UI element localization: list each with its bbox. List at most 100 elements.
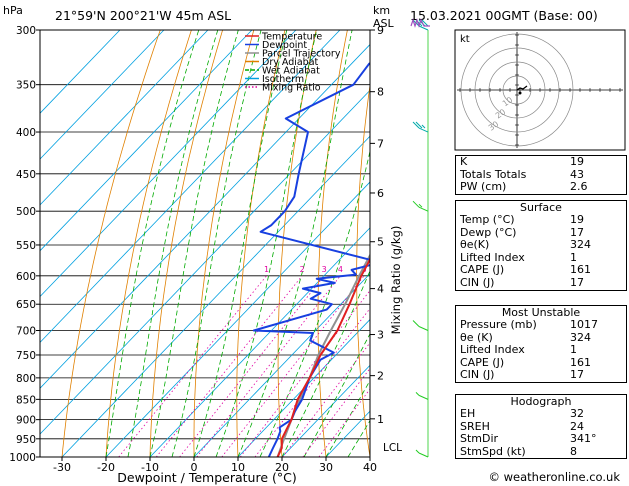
legend-entry: Mixing Ratio	[262, 83, 321, 94]
row-label: Dewp (°C)	[460, 225, 517, 239]
isotherm-line	[61, 135, 370, 457]
mixing-ratio-label: 4	[338, 265, 343, 274]
table-row: θe(K) 324	[456, 239, 626, 252]
pressure-tick-label: 400	[16, 127, 36, 139]
isotherm-line	[281, 364, 370, 457]
datetime-title: 15.03.2021 00GMT (Base: 00)	[410, 8, 598, 23]
legend-entry: Wet Adiabat	[262, 66, 320, 77]
pressure-tick-label: 900	[16, 415, 36, 427]
wind-barb-half-feather	[415, 449, 420, 454]
height-tick-label: 7	[377, 137, 384, 150]
dry-adiabat-line	[149, 30, 223, 457]
dry-adiabat-line	[430, 30, 458, 457]
temperature-line	[276, 257, 370, 457]
pressure-tick-label: 600	[16, 271, 36, 283]
wet-adiabat-line	[149, 30, 239, 457]
row-label: θe(K)	[460, 238, 490, 252]
table-row: PW (cm) 2.6	[456, 181, 626, 194]
row-label: EH	[460, 407, 476, 420]
indices-table: K 19 Totals Totals 43 PW (cm) 2.6	[455, 155, 627, 195]
mixing-ratio-label: 3	[322, 265, 327, 274]
storm-motion-marker	[518, 91, 522, 95]
wind-barb	[418, 25, 429, 31]
row-label: CIN (J)	[460, 368, 495, 382]
row-value: 324	[570, 238, 591, 252]
row-value: 1	[570, 250, 577, 264]
pressure-tick-label: 550	[16, 240, 36, 252]
hodograph-table-title: Hodograph	[510, 395, 572, 408]
table-row: SREH 24	[456, 419, 626, 434]
mixing-ratio-line	[155, 275, 303, 457]
table-row: θe (K) 324	[456, 330, 626, 345]
isotherm-line	[40, 30, 253, 252]
pressure-tick-label: 450	[16, 169, 36, 181]
mixing-ratio-line	[179, 275, 325, 457]
wind-barb-feather	[412, 121, 420, 129]
wind-barb-half-feather	[418, 203, 423, 208]
height-tick-label: 8	[377, 86, 384, 99]
parcel-trajectory-line	[276, 253, 370, 457]
table-row: Pressure (mb) 1017	[456, 318, 626, 332]
pressure-tick-label: 500	[16, 206, 36, 218]
isotherm-line	[40, 30, 165, 160]
lcl-label: LCL	[383, 442, 402, 454]
table-row: Lifted Index 1	[456, 250, 626, 265]
isotherm-line	[40, 30, 297, 298]
wet-adiabat-line	[259, 149, 370, 457]
row-value: 161	[570, 263, 591, 277]
table-row: StmSpd (kt) 8	[456, 445, 626, 459]
pressure-tick-label: 750	[16, 350, 36, 362]
pressure-tick-label: 350	[16, 80, 36, 92]
pressure-tick-label: 1000	[9, 452, 36, 464]
row-value: 1	[570, 343, 577, 357]
row-label: StmDir	[460, 432, 499, 446]
isotherm-line	[105, 181, 370, 457]
location-title: 21°59'N 200°21'W 45m ASL	[55, 8, 231, 23]
pressure-tick-label: 300	[16, 25, 36, 37]
row-label: θe (K)	[460, 330, 493, 344]
pressure-tick-label: 950	[16, 434, 36, 446]
row-value: 161	[570, 355, 591, 369]
wind-barb	[418, 206, 429, 212]
row-label: PW (cm)	[460, 180, 507, 194]
temperature-tick-label: 20	[275, 461, 289, 474]
wet-adiabat-line	[281, 269, 370, 457]
row-label: CAPE (J)	[460, 355, 505, 369]
most-unstable-title: Most Unstable	[501, 306, 581, 319]
wind-barb-feather	[412, 200, 420, 208]
mixing-ratio-line	[221, 275, 365, 457]
mixing-ratio-line	[196, 275, 341, 457]
dry-adiabat-line	[105, 30, 192, 457]
pressure-tick-label: 800	[16, 373, 36, 385]
table-row: K 19	[456, 155, 626, 169]
hodograph-ring	[502, 75, 532, 105]
table-row: CAPE (J) 161	[456, 264, 626, 277]
temperature-tick-label: 10	[231, 461, 245, 474]
dry-adiabat-line	[61, 30, 161, 457]
pressure-tick-label: 650	[16, 299, 36, 311]
row-value: 19	[570, 155, 584, 168]
row-label: SREH	[460, 419, 490, 433]
table-row: Temp (°C) 19	[456, 213, 626, 227]
row-value: 2.6	[570, 180, 588, 194]
axes-layer: 3003504004505005506006507007508008509009…	[9, 24, 384, 474]
row-label: Lifted Index	[460, 250, 525, 264]
isotherm-line	[193, 273, 370, 457]
legend-entry: Temperature	[261, 32, 322, 43]
mixing-ratio-label: 2	[300, 265, 305, 274]
wind-barb-feather	[421, 19, 429, 27]
wet-adiabat-line	[105, 30, 200, 457]
height-unit-label: km	[373, 4, 390, 17]
legend-entry: Isotherm	[262, 74, 304, 85]
credit-text: © weatheronline.co.uk	[488, 470, 620, 484]
hodograph-trace	[516, 85, 528, 91]
hodograph-ring	[474, 47, 560, 133]
mixing-ratio-line	[318, 388, 370, 457]
pressure-tick-label: 700	[16, 326, 36, 338]
row-value: 19	[570, 213, 584, 226]
isotherm-line	[40, 30, 341, 343]
surface-table: Surface Temp (°C) 19 Dewp (°C) 17 θe(K) 324 Li…	[455, 200, 627, 291]
